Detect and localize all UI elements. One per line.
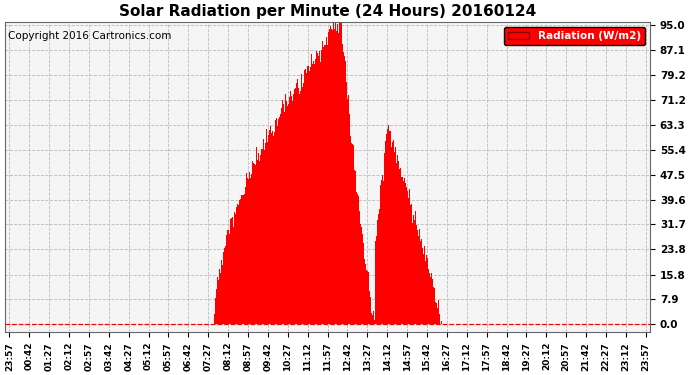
Legend: Radiation (W/m2): Radiation (W/m2) bbox=[504, 27, 645, 45]
Title: Solar Radiation per Minute (24 Hours) 20160124: Solar Radiation per Minute (24 Hours) 20… bbox=[119, 4, 536, 19]
Text: Copyright 2016 Cartronics.com: Copyright 2016 Cartronics.com bbox=[8, 31, 172, 41]
